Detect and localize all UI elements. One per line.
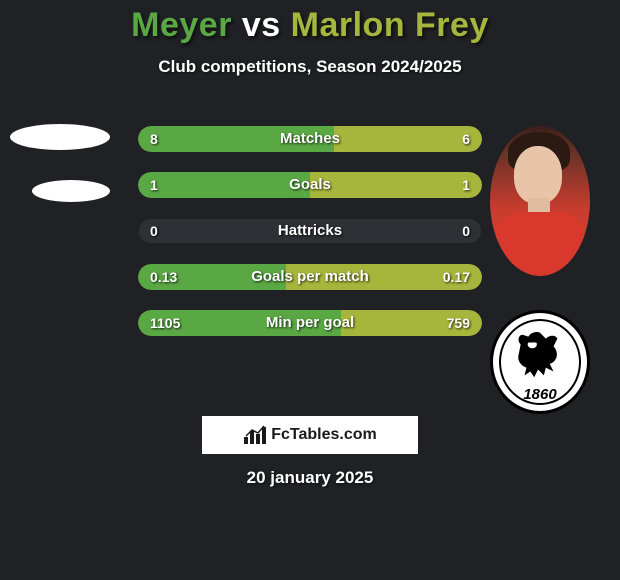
bar-label: Goals — [138, 172, 482, 198]
brand-box: FcTables.com — [202, 416, 418, 454]
bar-label: Matches — [138, 126, 482, 152]
left-placeholder-ellipse-1 — [32, 180, 110, 202]
bar-row-matches: 86Matches — [138, 126, 482, 152]
title-right: Marlon Frey — [291, 6, 489, 44]
title-left: Meyer — [131, 6, 232, 44]
player-jersey — [496, 212, 584, 276]
brand-text: FcTables.com — [271, 426, 377, 444]
page-title: Meyer vs Marlon Frey — [0, 0, 620, 45]
player-photo-right — [490, 126, 590, 276]
bar-label: Goals per match — [138, 264, 482, 290]
bar-row-hattricks: 00Hattricks — [138, 218, 482, 244]
club-year: 1860 — [493, 386, 587, 403]
bar-row-min-per-goal: 1105759Min per goal — [138, 310, 482, 336]
lion-icon — [511, 327, 569, 385]
bar-row-goals-per-match: 0.130.17Goals per match — [138, 264, 482, 290]
club-logo-1860: 1860 — [490, 310, 590, 414]
player-face — [514, 146, 562, 204]
brand-bars-icon — [243, 425, 267, 445]
comparison-bars: 86Matches 11Goals 00Hattricks 0.130.17Goals… — [138, 126, 482, 356]
bar-label: Hattricks — [138, 218, 482, 244]
date-text: 20 january 2025 — [0, 468, 620, 488]
subtitle: Club competitions, Season 2024/2025 — [0, 57, 620, 77]
left-placeholder-ellipse-0 — [10, 124, 110, 150]
bar-row-goals: 11Goals — [138, 172, 482, 198]
bar-label: Min per goal — [138, 310, 482, 336]
title-sep: vs — [232, 6, 291, 44]
